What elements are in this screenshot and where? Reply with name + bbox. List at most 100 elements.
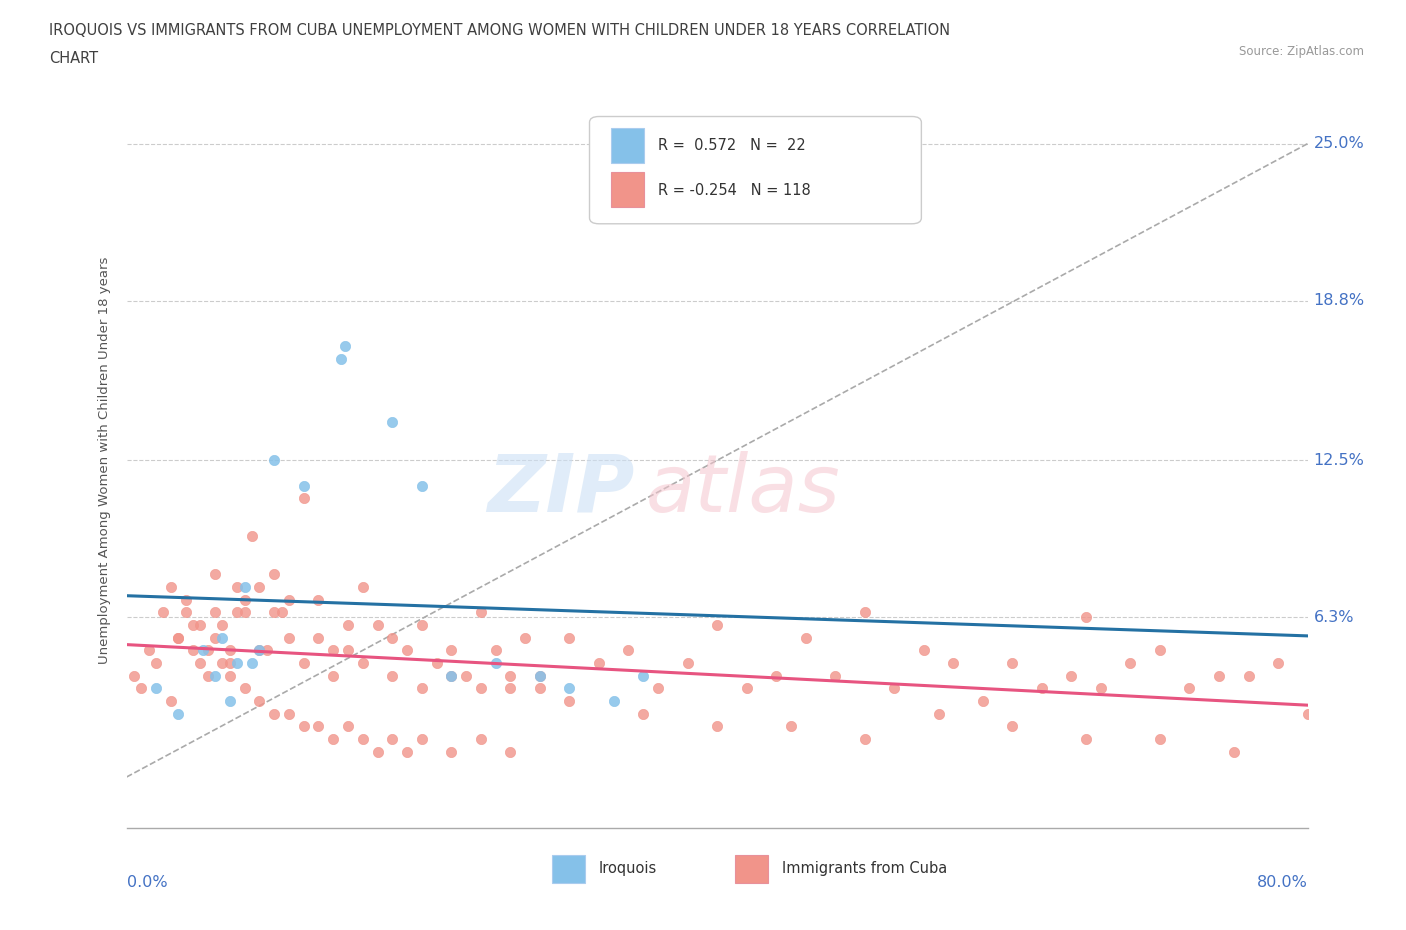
Point [440,643,463,658]
Point [292,491,315,506]
Point [647,681,669,696]
Point [853,604,876,619]
Point [484,643,508,658]
Point [247,579,270,594]
Point [278,592,301,607]
Point [1149,732,1171,747]
Point [381,669,404,684]
Bar [610,127,644,163]
Point [152,604,174,619]
Y-axis label: Unemployment Among Women with Children Under 18 years: Unemployment Among Women with Children U… [97,257,111,664]
Point [145,656,167,671]
Point [853,732,876,747]
Text: 25.0%: 25.0% [1313,136,1364,152]
Point [454,669,477,684]
Point [129,681,153,696]
Point [322,643,344,658]
FancyBboxPatch shape [589,116,921,224]
Point [218,656,242,671]
Point [396,643,419,658]
Point [211,618,233,632]
Point [263,604,285,619]
Point [167,631,190,645]
Point [233,592,256,607]
Point [633,669,655,684]
Point [1031,681,1053,696]
Point [329,352,352,366]
Point [779,719,801,734]
Point [1267,656,1289,671]
Point [912,643,935,658]
Point [484,656,508,671]
Point [558,694,581,709]
Point [181,643,204,658]
Point [617,643,640,658]
Point [1076,610,1098,625]
Point [218,694,242,709]
Point [307,592,329,607]
Point [322,732,344,747]
Point [529,681,551,696]
Text: 18.8%: 18.8% [1313,293,1365,308]
Point [499,669,522,684]
Point [337,618,360,632]
Text: CHART: CHART [49,51,98,66]
Point [292,719,315,734]
Point [824,669,846,684]
Point [278,706,301,721]
Point [588,656,610,671]
Point [633,706,655,721]
Text: Immigrants from Cuba: Immigrants from Cuba [782,861,948,876]
Point [470,681,492,696]
Point [160,694,183,709]
Point [1237,669,1260,684]
Point [211,631,233,645]
Text: atlas: atlas [647,451,841,529]
Point [411,732,433,747]
Point [411,681,433,696]
Point [1178,681,1201,696]
Point [197,643,219,658]
Point [181,618,204,632]
Point [352,579,374,594]
Text: 0.0%: 0.0% [127,875,167,890]
Point [602,694,624,709]
Point [425,656,447,671]
Text: 6.3%: 6.3% [1313,610,1354,625]
Point [226,604,249,619]
Point [218,643,242,658]
Point [470,604,492,619]
Point [167,706,190,721]
Point [204,631,226,645]
Point [240,529,263,544]
Point [263,567,285,582]
Point [1076,732,1098,747]
Point [928,706,950,721]
Point [193,643,215,658]
Point [204,669,226,684]
Point [411,478,433,493]
Point [322,669,344,684]
Point [942,656,965,671]
Point [1090,681,1112,696]
Point [307,631,329,645]
Point [352,732,374,747]
Point [292,478,315,493]
Point [1208,669,1230,684]
Bar [610,172,644,206]
Point [188,618,211,632]
Point [292,656,315,671]
Point [706,719,728,734]
Point [440,744,463,759]
Bar [551,855,585,883]
Point [1296,706,1319,721]
Bar [735,855,768,883]
Point [735,681,758,696]
Point [145,681,167,696]
Point [499,744,522,759]
Point [247,694,270,709]
Text: R = -0.254   N = 118: R = -0.254 N = 118 [658,183,811,198]
Point [233,681,256,696]
Point [138,643,160,658]
Point [440,669,463,684]
